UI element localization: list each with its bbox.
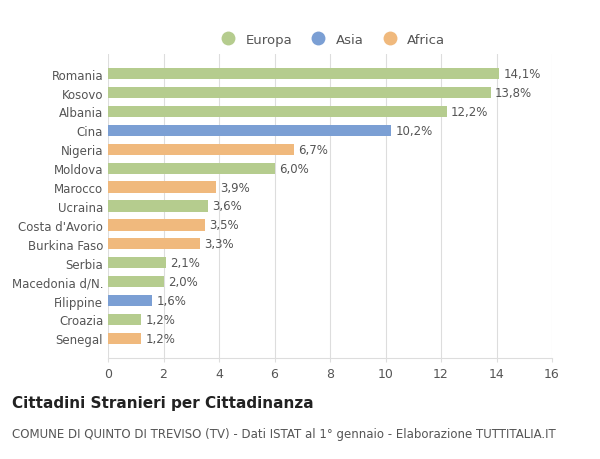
Text: 3,5%: 3,5% [209,219,239,232]
Bar [108,257,166,269]
Bar [108,295,152,307]
Bar [108,144,294,156]
Text: 6,0%: 6,0% [278,162,308,175]
Text: 3,3%: 3,3% [204,238,233,251]
Legend: Europa, Asia, Africa: Europa, Asia, Africa [209,28,451,52]
Bar [108,125,391,137]
Bar [108,276,163,288]
Bar [108,314,142,325]
Bar [108,220,205,231]
Text: 14,1%: 14,1% [503,68,541,81]
Text: 1,2%: 1,2% [145,332,175,345]
Bar [108,239,200,250]
Text: 10,2%: 10,2% [395,124,433,138]
Bar [108,182,216,193]
Text: COMUNE DI QUINTO DI TREVISO (TV) - Dati ISTAT al 1° gennaio - Elaborazione TUTTI: COMUNE DI QUINTO DI TREVISO (TV) - Dati … [12,427,556,440]
Bar [108,333,142,344]
Bar [108,88,491,99]
Bar [108,201,208,212]
Text: 2,0%: 2,0% [167,275,197,289]
Text: 3,6%: 3,6% [212,200,242,213]
Text: 1,6%: 1,6% [157,294,187,308]
Bar [108,163,275,174]
Text: 2,1%: 2,1% [170,257,200,269]
Text: Cittadini Stranieri per Cittadinanza: Cittadini Stranieri per Cittadinanza [12,395,314,410]
Text: 3,9%: 3,9% [220,181,250,194]
Text: 1,2%: 1,2% [145,313,175,326]
Bar [108,106,446,118]
Text: 13,8%: 13,8% [495,87,532,100]
Text: 6,7%: 6,7% [298,144,328,157]
Bar [108,69,499,80]
Text: 12,2%: 12,2% [451,106,488,119]
